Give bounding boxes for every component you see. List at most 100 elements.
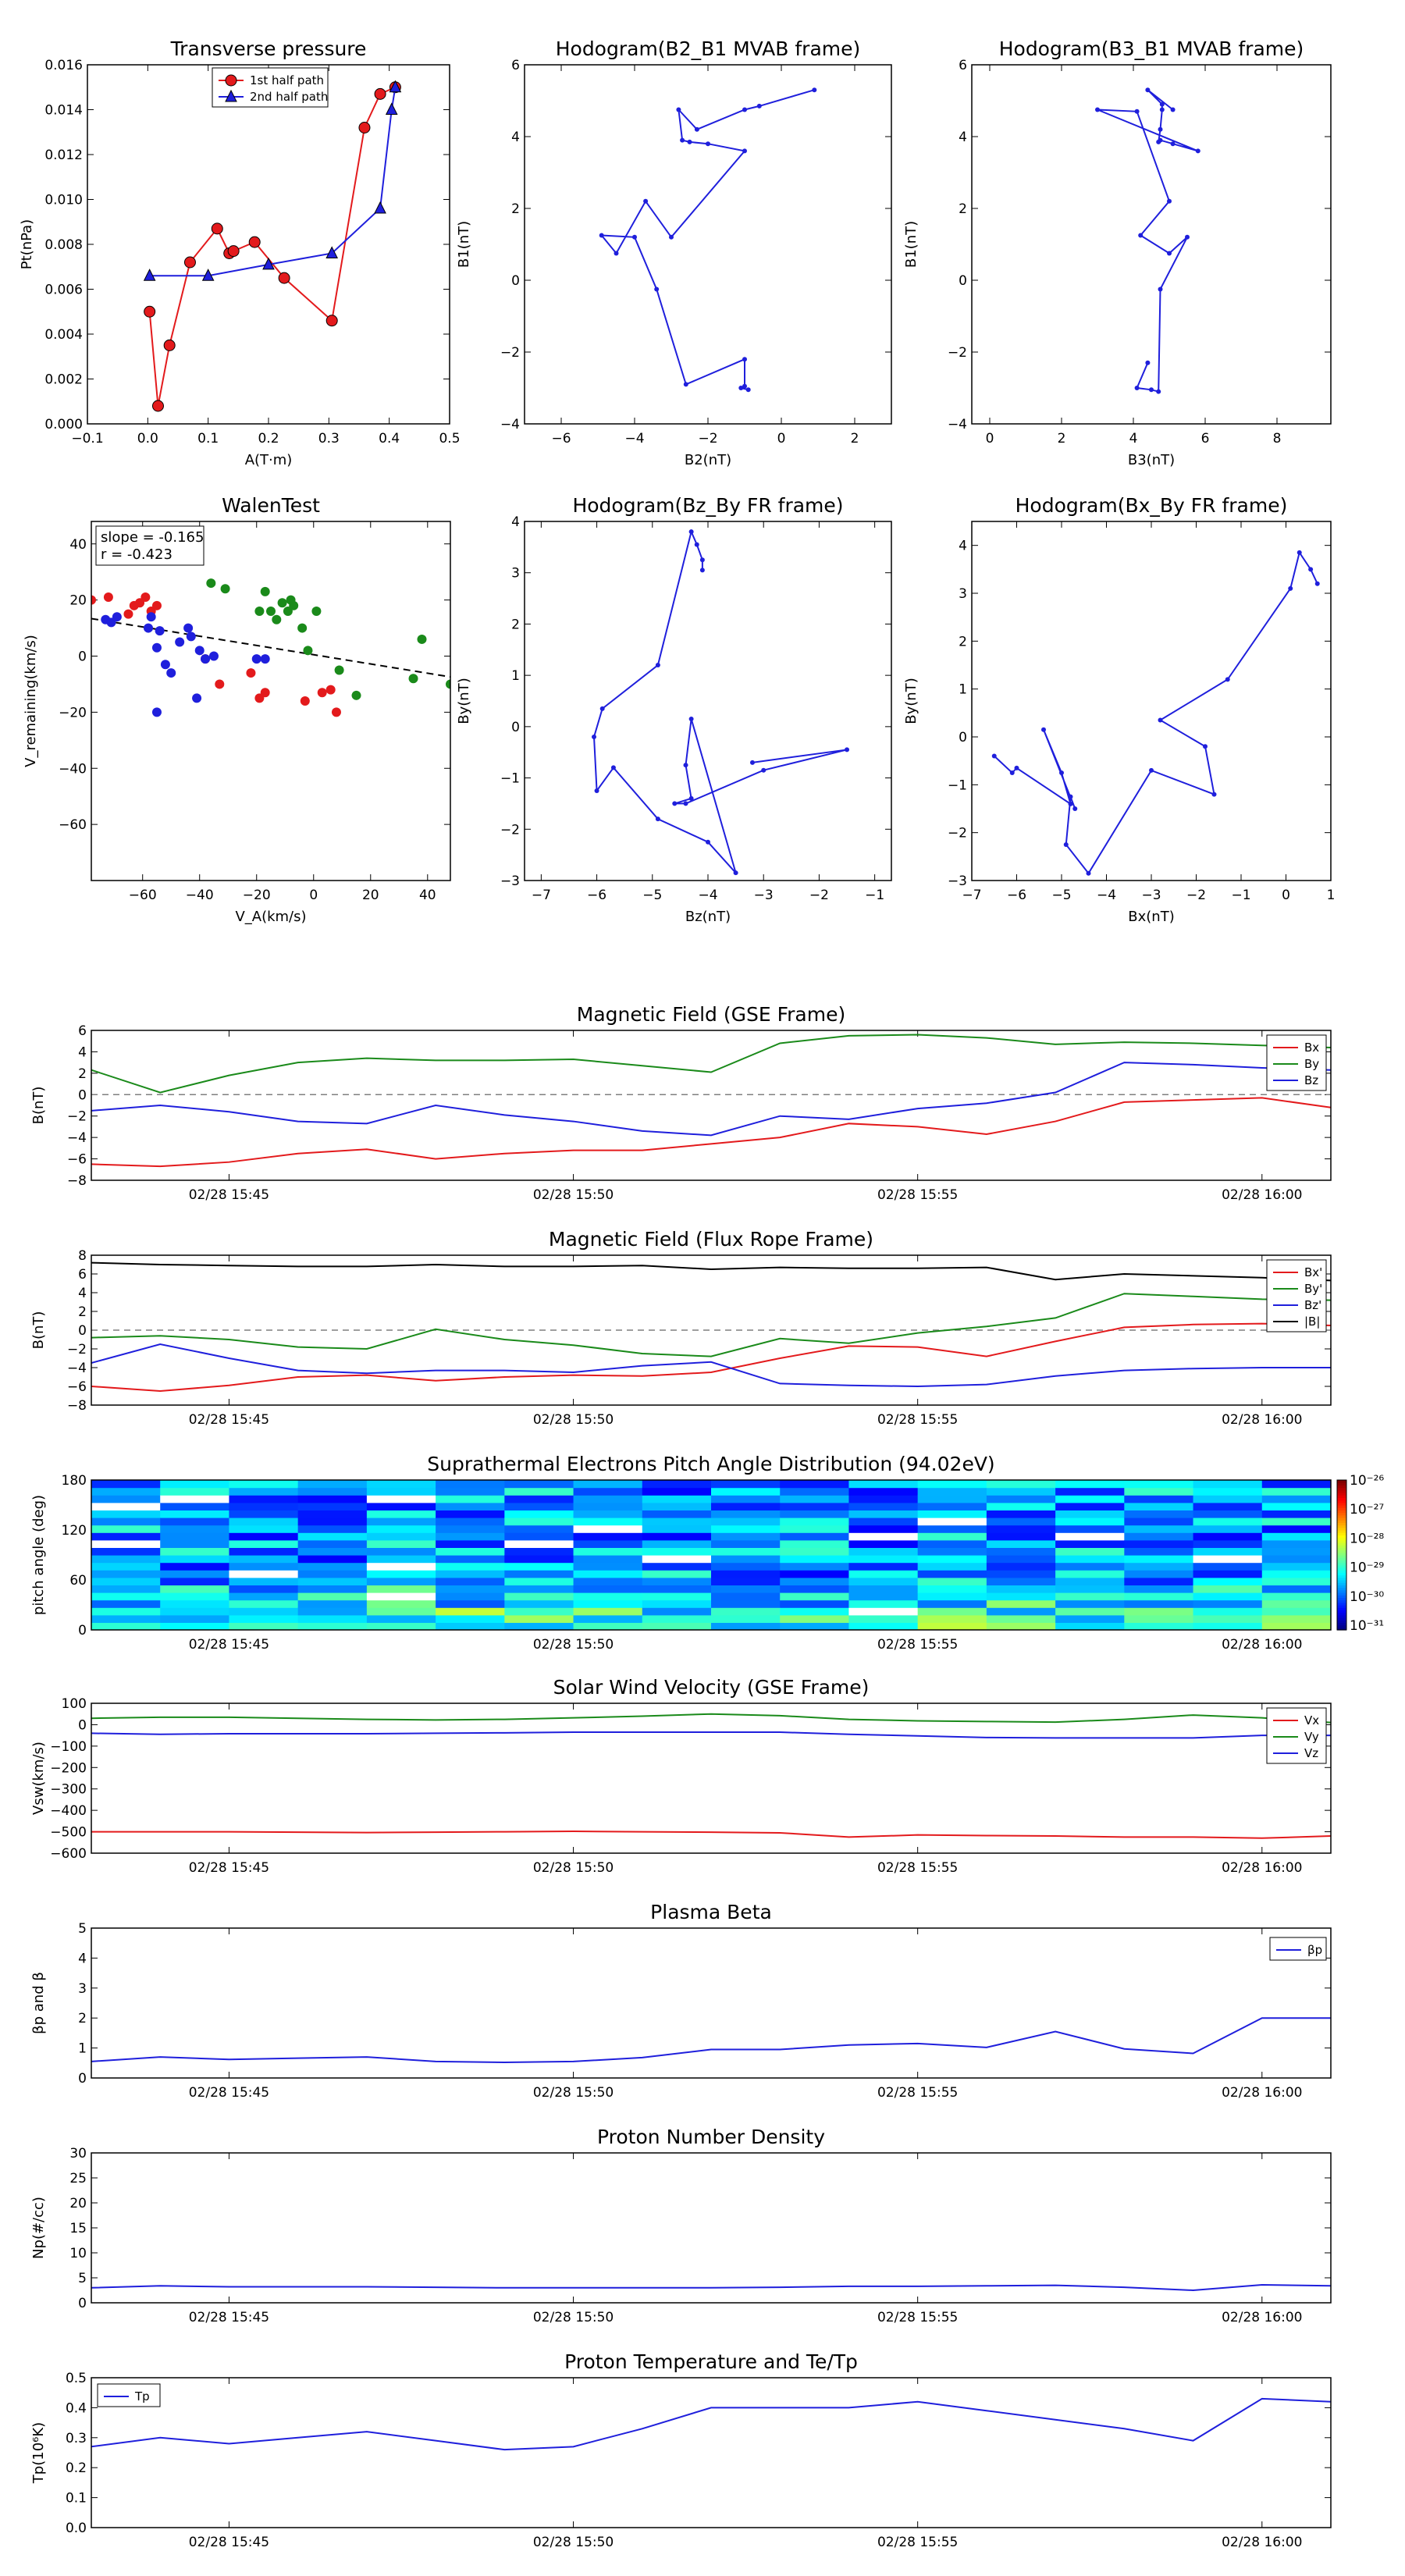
heatmap-cell <box>780 1592 850 1601</box>
colorbar-segment <box>1337 1620 1346 1623</box>
data-point <box>688 717 694 721</box>
heatmap-cell <box>1193 1480 1263 1489</box>
heatmap-cell <box>91 1532 161 1541</box>
series-line <box>91 1731 1331 1739</box>
series-line <box>148 86 396 407</box>
hodogram-bz-by-chart: Hodogram(Bz_By FR frame) −3 −2 −1 0 1 2 3 4 −7 −6 −… <box>456 494 892 925</box>
y-tick-label: −2 <box>948 345 967 361</box>
legend-label: Bx <box>1304 1041 1319 1055</box>
y-tick-label: −4 <box>67 1361 87 1376</box>
colorbar-segment <box>1337 1597 1346 1601</box>
transverse-pressure-chart: Transverse pressure 0.000 0.002 0.004 0.006 0… <box>19 37 461 468</box>
heatmap-cell <box>1193 1495 1263 1503</box>
heatmap-cell <box>573 1517 643 1526</box>
chart-title: Hodogram(Bx_By FR frame) <box>1016 494 1288 517</box>
heatmap-cell <box>642 1585 712 1593</box>
data-point <box>1167 198 1172 204</box>
heatmap-cell <box>917 1555 987 1564</box>
y-tick-label: −2 <box>67 1109 87 1125</box>
heatmap-cell <box>917 1502 987 1510</box>
colorbar-segment <box>1337 1555 1346 1558</box>
heatmap-cell <box>711 1614 781 1623</box>
heatmap-cell <box>91 1622 161 1630</box>
colorbar-segment <box>1337 1624 1346 1628</box>
x-tick-label: 02/28 15:55 <box>877 1637 958 1653</box>
heatmap-cell <box>573 1480 643 1489</box>
heatmap-cell <box>91 1562 161 1571</box>
chart-title: Proton Number Density <box>597 2126 825 2148</box>
y-tick-label: 0 <box>78 2296 87 2311</box>
colorbar-segment <box>1337 1482 1346 1485</box>
heatmap-cell <box>986 1607 1056 1616</box>
plot-frame <box>91 1479 1332 1631</box>
heatmap-cell <box>229 1614 299 1623</box>
chart-title: Proton Temperature and Te/Tp <box>564 2350 858 2373</box>
heatmap-cell <box>1193 1539 1263 1548</box>
heatmap-cell <box>917 1547 987 1556</box>
y-tick-label: 40 <box>69 537 87 553</box>
y-tick-label: 0.010 <box>44 193 83 208</box>
chart-title: Solar Wind Velocity (GSE Frame) <box>553 1676 870 1699</box>
y-tick-label: 0.4 <box>66 2400 87 2416</box>
y-tick-label: 0.002 <box>44 372 83 388</box>
heatmap-cell <box>1261 1547 1331 1556</box>
colorbar-segment <box>1337 1587 1346 1591</box>
x-tick-label: 02/28 16:00 <box>1222 1637 1302 1653</box>
heatmap-cell <box>1055 1577 1125 1585</box>
y-tick-label: 0.1 <box>66 2491 87 2507</box>
colorbar-segment <box>1337 1495 1346 1498</box>
data-point <box>1068 801 1073 806</box>
y-tick-label: −40 <box>59 761 87 777</box>
heatmap-cell <box>229 1607 299 1616</box>
data-point <box>225 89 237 102</box>
heatmap-cell <box>1193 1487 1263 1496</box>
heatmap-cell <box>91 1599 161 1608</box>
data-point <box>192 693 202 703</box>
data-point <box>208 651 219 661</box>
y-tick-label: 2 <box>959 201 967 217</box>
heatmap-cell <box>1193 1622 1263 1630</box>
x-tick-label: 40 <box>419 888 436 903</box>
data-point <box>655 817 660 822</box>
y-tick-label: 5 <box>78 2271 87 2286</box>
heatmap-cell <box>1124 1487 1194 1496</box>
heatmap-cell <box>229 1599 299 1608</box>
heatmap-cell <box>160 1510 230 1518</box>
heatmap-cell <box>297 1547 368 1556</box>
y-tick-label: −2 <box>500 822 520 838</box>
y-tick-label: 0 <box>78 1323 87 1339</box>
data-point <box>1308 567 1314 572</box>
heatmap-cell <box>1055 1599 1125 1608</box>
legend-label: By <box>1304 1057 1319 1071</box>
data-point <box>254 607 265 616</box>
data-point <box>303 646 313 656</box>
data-point <box>283 607 293 616</box>
heatmap-cell <box>1124 1562 1194 1571</box>
heatmap-cell <box>297 1495 368 1503</box>
x-tick-label: −4 <box>1097 888 1116 903</box>
colorbar-segment <box>1337 1560 1346 1564</box>
x-tick-label: 2 <box>851 431 859 447</box>
y-axis-label: By(nT) <box>903 678 919 724</box>
heatmap-cell <box>711 1570 781 1578</box>
heatmap-cell <box>1124 1495 1194 1503</box>
data-point <box>215 679 225 689</box>
heatmap-cell <box>642 1480 712 1489</box>
x-tick-label: 02/28 15:50 <box>533 2085 614 2101</box>
heatmap-cell <box>573 1585 643 1593</box>
data-point <box>1149 767 1154 773</box>
heatmap-cell <box>780 1495 850 1503</box>
heatmap-cell <box>297 1525 368 1533</box>
colorbar-segment <box>1337 1497 1346 1501</box>
x-tick-label: 02/28 15:55 <box>877 2310 958 2325</box>
y-axis-label: Pt(nPa) <box>19 219 35 269</box>
data-point <box>683 801 688 806</box>
heatmap-cell <box>366 1495 436 1503</box>
y-tick-label: 5 <box>78 1921 87 1937</box>
heatmap-cell <box>366 1585 436 1593</box>
heatmap-cell <box>917 1495 987 1503</box>
y-tick-label: 4 <box>511 130 520 145</box>
data-point <box>266 607 276 616</box>
x-tick-label: 02/28 15:55 <box>877 2535 958 2550</box>
data-point <box>694 542 699 547</box>
